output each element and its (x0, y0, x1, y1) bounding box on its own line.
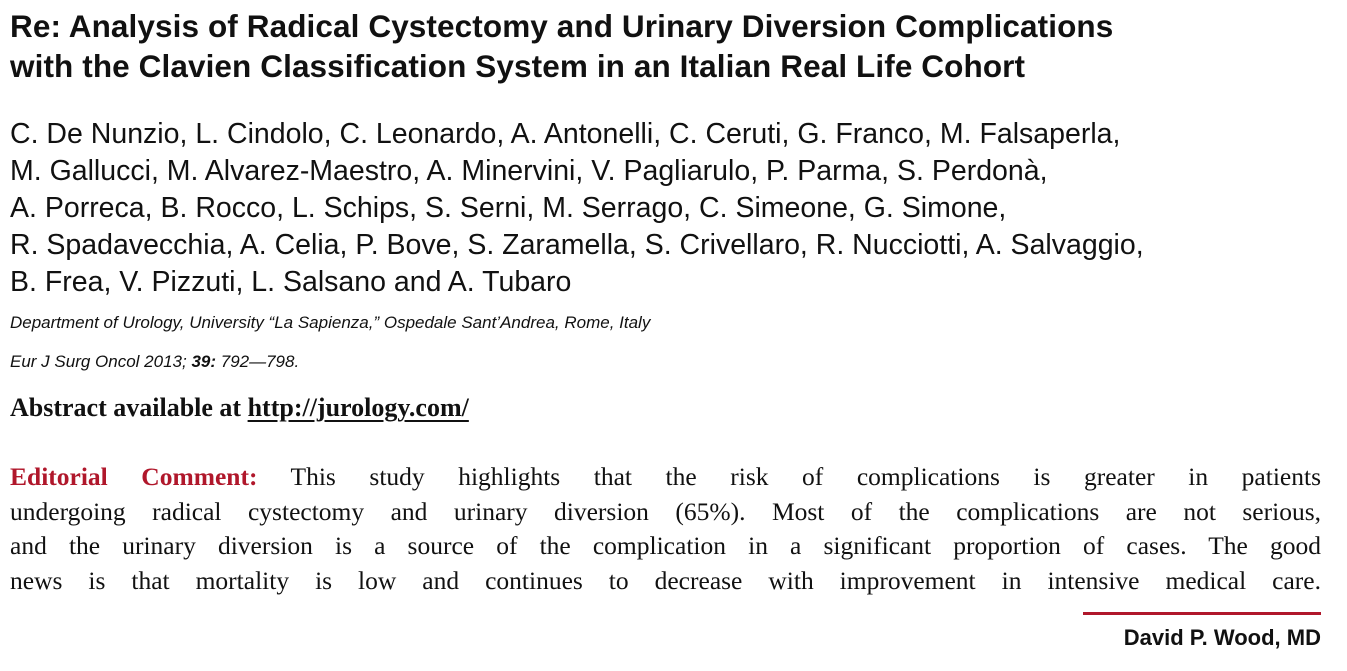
signature-divider (1083, 612, 1321, 615)
editorial-line-4: news is that mortality is low and contin… (10, 565, 1321, 595)
author-line-3: A. Porreca, B. Rocco, L. Schips, S. Sern… (10, 192, 1007, 224)
citation-pages: 792—798. (216, 352, 300, 371)
article-title: Re: Analysis of Radical Cystectomy and U… (10, 6, 1330, 86)
author-line-2: M. Gallucci, M. Alvarez-Maestro, A. Mine… (10, 155, 1048, 187)
abstract-label: Abstract available at (10, 393, 248, 422)
editorial-text-1: This study highlights that the risk of c… (257, 462, 1321, 491)
title-line-1: Re: Analysis of Radical Cystectomy and U… (10, 8, 1114, 44)
editorial-comment: Editorial Comment: This study highlights… (10, 460, 1321, 598)
affiliation: Department of Urology, University “La Sa… (10, 313, 651, 332)
editorial-line-2: undergoing radical cystectomy and urinar… (10, 496, 1321, 526)
author-line-5: B. Frea, V. Pizzuti, L. Salsano and A. T… (10, 266, 572, 298)
author-line-1: C. De Nunzio, L. Cindolo, C. Leonardo, A… (10, 118, 1121, 150)
author-line-4: R. Spadavecchia, A. Celia, P. Bove, S. Z… (10, 229, 1144, 261)
citation: Eur J Surg Oncol 2013; 39: 792—798. (10, 352, 299, 372)
abstract-availability: Abstract available at http://jurology.co… (10, 393, 469, 423)
editorial-label: Editorial Comment: (10, 462, 258, 491)
editor-signature: David P. Wood, MD (1123, 625, 1321, 650)
abstract-link[interactable]: http://jurology.com/ (247, 393, 469, 422)
citation-journal: Eur J Surg Oncol 2013; (10, 352, 192, 371)
editorial-line-3: and the urinary diversion is a source of… (10, 531, 1321, 560)
author-list: C. De Nunzio, L. Cindolo, C. Leonardo, A… (10, 116, 1340, 301)
title-line-2: with the Clavien Classification System i… (10, 48, 1026, 84)
citation-volume: 39: (191, 352, 217, 371)
editorial-line-1: Editorial Comment: This study highlights… (10, 460, 1321, 495)
